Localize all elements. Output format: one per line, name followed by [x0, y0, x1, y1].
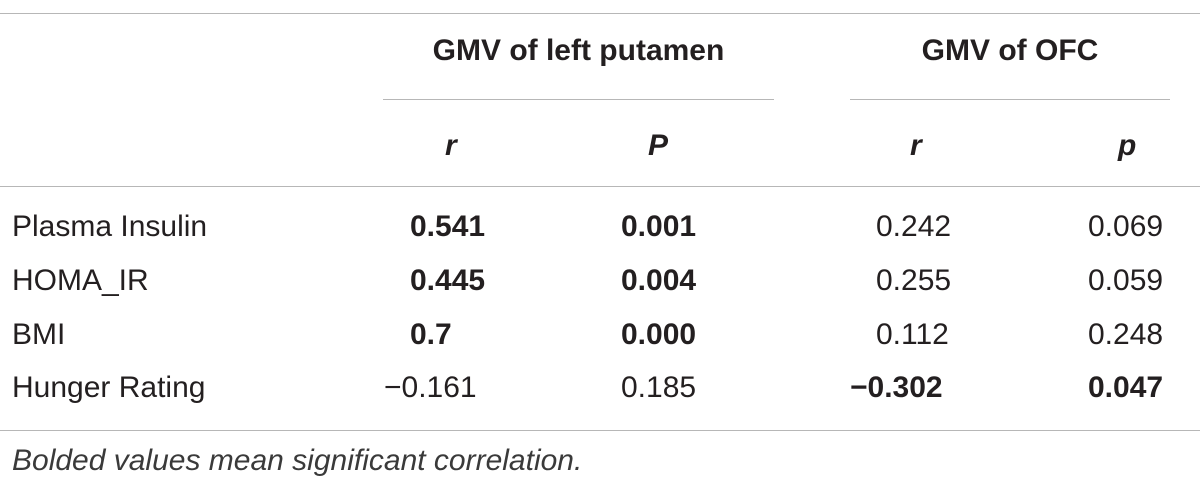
cell-r-putamen: −0.161: [384, 371, 477, 404]
bottom-rule: [0, 430, 1200, 431]
cell-r-ofc: 0.112: [876, 318, 949, 351]
header-rule: [0, 186, 1200, 187]
row-label: BMI: [12, 318, 66, 351]
cell-p-ofc: 0.047: [1088, 371, 1164, 404]
group-underline-ofc: [850, 99, 1170, 100]
top-rule: [0, 13, 1200, 14]
cell-r-ofc: 0.255: [876, 264, 952, 297]
row-label: HOMA_IR: [12, 264, 149, 297]
row-label: Hunger Rating: [12, 371, 206, 404]
row-label: Plasma Insulin: [12, 210, 208, 243]
cell-p-putamen: 0.000: [621, 318, 697, 351]
cell-p-ofc: 0.069: [1088, 210, 1164, 243]
cell-r-ofc: 0.242: [876, 210, 952, 243]
cell-r-putamen: 0.7: [410, 318, 452, 351]
cell-r-putamen: 0.445: [410, 264, 486, 297]
cell-p-putamen: 0.004: [621, 264, 697, 297]
cell-p-putamen: 0.001: [621, 210, 697, 243]
group-header-ofc: GMV of OFC: [921, 34, 1099, 67]
group-header-putamen: GMV of left putamen: [432, 34, 725, 67]
sub-header-r-putamen: r: [445, 129, 457, 162]
cell-r-putamen: 0.541: [410, 210, 486, 243]
cell-p-ofc: 0.248: [1088, 318, 1164, 351]
sub-header-r-ofc: r: [910, 129, 922, 162]
cell-r-ofc: −0.302: [850, 371, 943, 404]
sub-header-p-putamen: P: [648, 129, 669, 162]
sub-header-p-ofc: p: [1118, 129, 1137, 162]
table-footnote: Bolded values mean significant correlati…: [12, 444, 583, 477]
cell-p-ofc: 0.059: [1088, 264, 1164, 297]
group-underline-putamen: [383, 99, 774, 100]
cell-p-putamen: 0.185: [621, 371, 697, 404]
